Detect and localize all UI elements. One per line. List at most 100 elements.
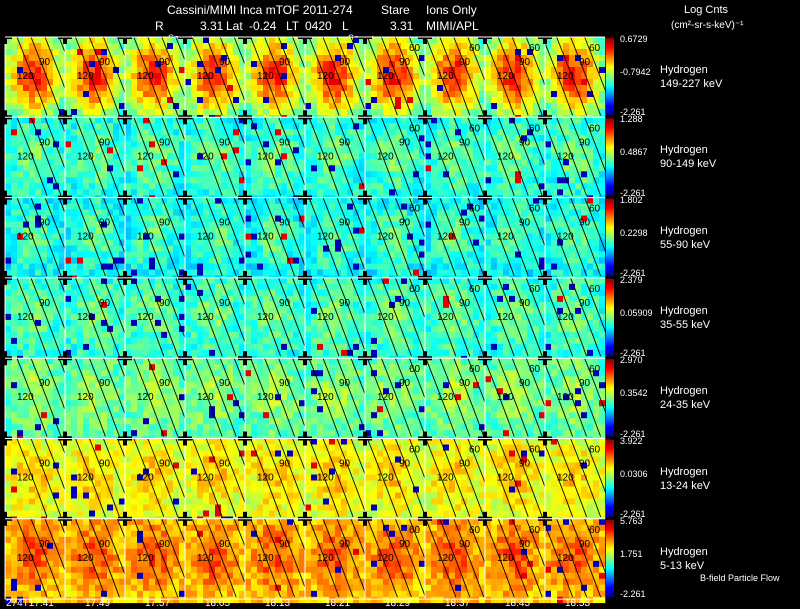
contour-label: 120 [557,312,574,323]
contour-label: 60 [529,43,541,54]
panel-r1-c0 [5,117,66,202]
field-line [497,277,529,357]
contour-label: 90 [219,378,231,389]
contour-label: 90 [39,218,51,229]
field-line [439,358,471,437]
field-line [191,277,223,357]
contour-label: 120 [17,473,34,484]
field-line [30,197,62,277]
field-line [511,197,543,277]
field-line [308,438,340,517]
time-tick: 18:37 [445,598,471,609]
contour-label: 60 [469,284,481,295]
contour-label: 60 [589,364,601,375]
contour-label: 90 [99,298,111,309]
field-line [570,358,602,437]
field-line [542,117,574,196]
field-line [366,117,398,196]
panel-r6-c6 [365,518,426,604]
contour-label: 90 [399,298,411,309]
field-line [264,197,296,277]
contour-label: 90 [519,298,531,309]
colorbar [606,38,614,116]
contour-label: 120 [197,473,214,484]
org-label: MIMI/APL [426,19,479,33]
contour-label: 90 [279,298,291,309]
contour-label: 120 [197,151,214,162]
field-line [556,197,588,277]
contour-label: 120 [377,473,394,484]
contour-label: 60 [409,364,421,375]
contour-label: 120 [377,232,394,243]
field-line [511,518,543,598]
panel-r2-c2 [125,197,186,282]
panel-r2-c0 [5,197,66,282]
field-line [425,438,457,517]
field-line [250,518,282,598]
contour-label: 120 [137,553,154,564]
species-name: Hydrogen [660,224,708,237]
field-line [570,36,602,116]
contour-label: 90 [219,218,231,229]
contour-label: 90 [219,57,231,68]
contour-label: 90 [99,459,111,470]
contour-label: 90 [459,57,471,68]
contour-label: 60 [409,445,421,456]
contour-label: 90 [519,378,531,389]
contour-label: 120 [257,312,274,323]
r-label: R [155,19,164,33]
time-tick: 274T17:41 [6,598,54,609]
contour-label: 90 [39,137,51,148]
contour-label: 90 [339,298,351,309]
panel-r2-c1 [65,197,126,282]
contour-label: 120 [497,312,514,323]
field-line [74,117,106,196]
field-line [191,518,223,598]
field-line [88,197,120,277]
contour-label: 120 [257,232,274,243]
colorbar-min: -2.261 [620,428,646,439]
field-line [88,438,120,517]
plot-title: Cassini/MIMI Inca mTOF 2011-274 [167,3,353,17]
contour-label: 90 [399,218,411,229]
contour-label: 90 [279,57,291,68]
field-line [425,277,457,357]
contour-label: 120 [317,392,334,403]
contour-label: 60 [409,204,421,215]
field-line [191,117,223,196]
panel-r5-c4 [245,438,306,523]
field-line [205,358,237,437]
lt-value: 0420 [305,19,332,33]
contour-label: 60 [469,364,481,375]
contour-label: 90 [399,137,411,148]
panel-r4-c5 [305,358,366,443]
field-line [380,518,412,598]
time-tick: 18:05 [205,598,231,609]
field-line [483,277,515,357]
field-line [483,358,515,437]
field-line [250,197,282,277]
contour-label: 90 [159,57,171,68]
contour-label: 120 [317,151,334,162]
panel-r3-c6 [365,277,426,363]
field-line [16,36,48,116]
contour-label: 120 [257,151,274,162]
field-line [322,117,354,196]
contour-label: 120 [377,392,394,403]
contour-label: 90 [579,57,591,68]
field-line [366,518,398,598]
field-line [511,117,543,196]
field-line [425,197,457,277]
field-line [453,277,485,357]
field-line [250,36,282,116]
field-line [366,438,398,517]
species-label: Ions Only [426,3,477,17]
contour-label: 120 [77,151,94,162]
contour-label: 90 [519,539,531,550]
field-line [264,117,296,196]
field-line [453,358,485,437]
colorbar-max: 1.802 [620,194,643,205]
field-line [133,197,165,277]
colorbar-max: 2.970 [620,355,643,366]
